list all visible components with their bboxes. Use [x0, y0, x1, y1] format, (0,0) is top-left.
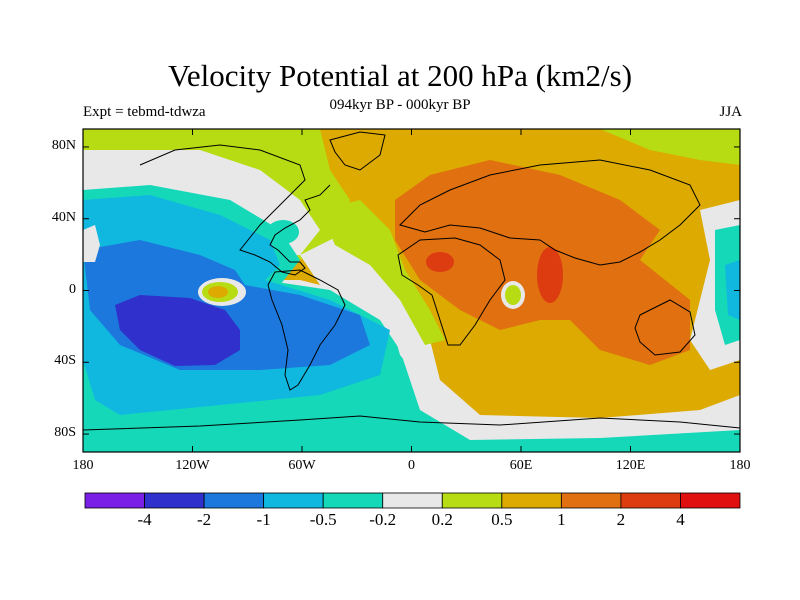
- x-tick-label: 60E: [509, 458, 533, 473]
- coast-australia: [634, 299, 696, 356]
- x-tick-label: 120W: [175, 458, 210, 473]
- contour-gulf-neg0.2: [267, 220, 299, 244]
- contour-arctic-0.5: [600, 129, 740, 165]
- coast-africa: [397, 237, 506, 346]
- colorbar-level-label: -4: [137, 510, 152, 529]
- colorbar-swatch: [501, 492, 562, 509]
- colorbar-level-label: 2: [616, 510, 626, 529]
- x-tick-label: 180: [729, 458, 751, 473]
- colorbar-swatch: [620, 492, 681, 509]
- contour-dateline-0.2: [83, 225, 100, 262]
- season-label: JJA: [719, 104, 742, 120]
- coast-antarctica: [83, 415, 740, 431]
- coastlines: [83, 131, 740, 431]
- colorbar: [84, 492, 741, 509]
- x-tick-label: 180: [72, 458, 94, 473]
- coast-south-america: [267, 269, 346, 391]
- colorbar-swatch: [84, 492, 145, 509]
- contour-neg2: [115, 295, 240, 366]
- axes: [82, 129, 741, 452]
- colorbar-swatch: [680, 492, 741, 509]
- colorbar-swatch: [144, 492, 205, 509]
- contour-atlantic-0.2: [300, 235, 430, 380]
- y-tick-label: 0: [69, 281, 76, 297]
- experiment-label: Expt = tebmd-tdwza: [83, 104, 206, 120]
- colorbar-level-label: 0.5: [491, 510, 513, 529]
- contour-pos4-africa: [426, 252, 454, 272]
- coast-greenland: [329, 131, 386, 171]
- colorbar-level-label: 4: [676, 510, 685, 529]
- contour-pos4-india: [537, 247, 563, 303]
- colorbar-level-label: -2: [196, 510, 212, 529]
- y-tick-label: 80S: [54, 425, 76, 441]
- colorbar-swatch: [560, 492, 622, 509]
- colorbar-swatch: [441, 492, 503, 509]
- contour-indianocean-0.5: [505, 285, 521, 305]
- x-tick-label: 120E: [615, 458, 646, 473]
- colorbar-level-label: -1: [256, 510, 271, 529]
- y-tick-label: 40N: [51, 209, 76, 225]
- colorbar-swatch: [263, 492, 324, 509]
- coast-north-america: [139, 144, 331, 276]
- y-tick-label: 40S: [54, 353, 76, 369]
- x-tick-label: 60W: [288, 458, 316, 473]
- coast-eurasia: [399, 159, 701, 266]
- velocity-potential-field: [83, 129, 740, 452]
- contour-westpacific-neg0.5: [725, 260, 740, 320]
- colorbar-level-label: 0.2: [431, 510, 453, 529]
- chart-title: Velocity Potential at 200 hPa (km2/s): [167, 58, 633, 93]
- colorbar-level-label: 1: [557, 510, 566, 529]
- chart-subtitle: 094kyr BP - 000kyr BP: [329, 97, 471, 113]
- x-tick-label: 0: [408, 458, 415, 473]
- colorbar-swatch: [382, 492, 443, 509]
- y-tick-label: 80N: [51, 137, 76, 153]
- colorbar-level-label: -0.5: [309, 510, 337, 529]
- colorbar-swatch: [203, 492, 265, 509]
- colorbar-level-label: -0.2: [369, 510, 397, 529]
- contour-pos1-eastpacific: [208, 286, 228, 298]
- colorbar-swatch: [322, 492, 384, 509]
- contour-atlantic-0.5: [320, 200, 445, 345]
